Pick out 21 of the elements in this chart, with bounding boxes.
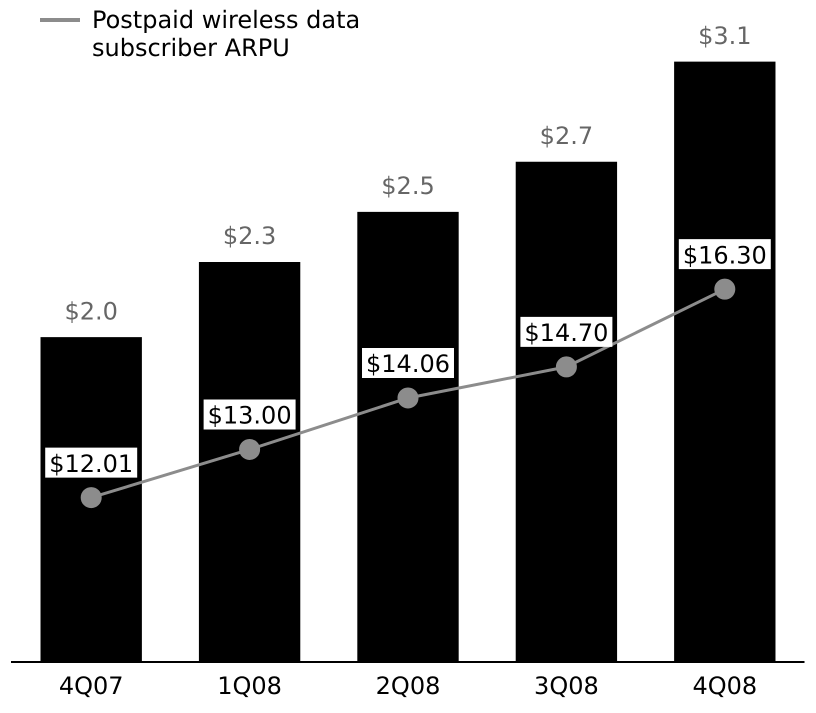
legend-label: Postpaid wireless data subscriber ARPU [92,6,362,62]
point [398,387,418,408]
data-label: $14.70 [524,319,608,348]
point [80,487,102,508]
x-tick-label: 3Q08 [534,672,599,700]
data-label: $2.7 [540,122,594,150]
x-tick-label: 2Q08 [376,672,440,700]
point [714,278,736,300]
x-tick-label: 4Q07 [58,672,124,700]
data-label: $2.5 [381,172,435,200]
data-label: $12.01 [49,450,134,478]
data-label: $2.3 [222,222,276,250]
data-label: $2.0 [64,297,118,326]
x-tick-label: 1Q08 [217,672,282,700]
point [239,438,260,460]
data-label: $3.1 [698,22,752,50]
x-tick-label: 4Q08 [692,672,758,700]
data-label: $13.00 [208,402,292,430]
data-label: $14.06 [366,350,450,378]
data-label: $16.30 [682,241,767,270]
point [556,356,577,378]
